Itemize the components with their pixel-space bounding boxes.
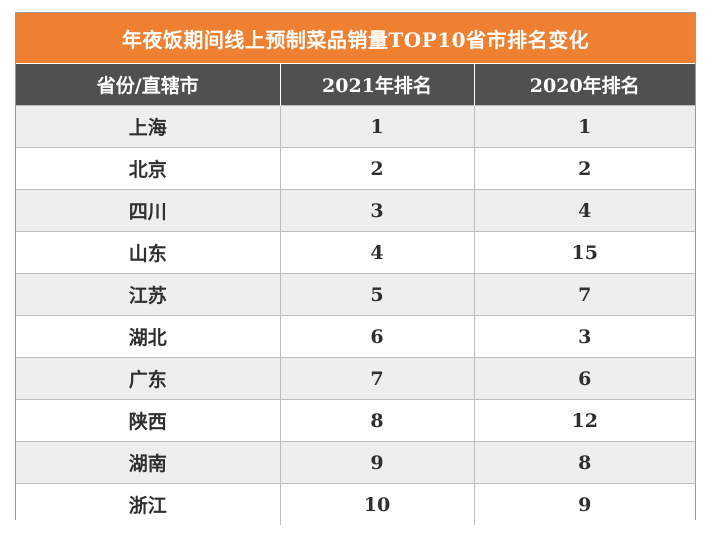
rank-2021-cell: 10 bbox=[280, 483, 475, 525]
ranking-table: 省份/直辖市 2021年排名 2020年排名 上海 1 1 北京 2 2 四川 … bbox=[16, 64, 695, 525]
rank-2021-cell: 7 bbox=[280, 357, 475, 400]
column-header-region: 省份/直辖市 bbox=[16, 64, 281, 106]
region-cell: 湖南 bbox=[16, 441, 281, 484]
rank-2021-cell: 9 bbox=[280, 441, 475, 484]
rank-2021-cell: 8 bbox=[280, 399, 475, 442]
region-cell: 江苏 bbox=[16, 273, 281, 316]
column-header-rank-2020: 2020年排名 bbox=[474, 64, 695, 106]
rank-2021-cell: 2 bbox=[280, 147, 475, 190]
region-cell: 陕西 bbox=[16, 399, 281, 442]
table-title: 年夜饭期间线上预制菜品销量TOP10省市排名变化 bbox=[16, 13, 695, 64]
table-body: 上海 1 1 北京 2 2 四川 3 4 山东 4 15 江苏 5 bbox=[16, 105, 695, 525]
rank-2021-cell: 6 bbox=[280, 315, 475, 358]
rank-2020-cell: 15 bbox=[474, 231, 695, 274]
column-header-rank-2021: 2021年排名 bbox=[280, 64, 475, 106]
rank-2020-cell: 2 bbox=[474, 147, 695, 190]
table-row: 江苏 5 7 bbox=[16, 273, 695, 316]
table-row: 山东 4 15 bbox=[16, 231, 695, 274]
region-cell: 上海 bbox=[16, 105, 281, 148]
rank-2020-cell: 1 bbox=[474, 105, 695, 148]
table-row: 湖北 6 3 bbox=[16, 315, 695, 358]
rank-2020-cell: 4 bbox=[474, 189, 695, 232]
table-row: 广东 7 6 bbox=[16, 357, 695, 400]
rank-2021-cell: 5 bbox=[280, 273, 475, 316]
rank-2020-cell: 8 bbox=[474, 441, 695, 484]
ranking-table-container: 年夜饭期间线上预制菜品销量TOP10省市排名变化 省份/直辖市 2021年排名 … bbox=[15, 12, 696, 525]
rank-2020-cell: 6 bbox=[474, 357, 695, 400]
table-row: 湖南 9 8 bbox=[16, 441, 695, 484]
region-cell: 山东 bbox=[16, 231, 281, 274]
region-cell: 湖北 bbox=[16, 315, 281, 358]
rank-2021-cell: 3 bbox=[280, 189, 475, 232]
region-cell: 四川 bbox=[16, 189, 281, 232]
table-header: 省份/直辖市 2021年排名 2020年排名 bbox=[16, 64, 695, 106]
header-row: 省份/直辖市 2021年排名 2020年排名 bbox=[16, 64, 695, 106]
region-cell: 浙江 bbox=[16, 483, 281, 525]
region-cell: 广东 bbox=[16, 357, 281, 400]
rank-2020-cell: 12 bbox=[474, 399, 695, 442]
rank-2020-cell: 9 bbox=[474, 483, 695, 525]
table-row: 浙江 10 9 bbox=[16, 483, 695, 525]
table-row: 上海 1 1 bbox=[16, 105, 695, 148]
table-row: 陕西 8 12 bbox=[16, 399, 695, 442]
table-row: 北京 2 2 bbox=[16, 147, 695, 190]
region-cell: 北京 bbox=[16, 147, 281, 190]
rank-2021-cell: 1 bbox=[280, 105, 475, 148]
rank-2021-cell: 4 bbox=[280, 231, 475, 274]
table-row: 四川 3 4 bbox=[16, 189, 695, 232]
rank-2020-cell: 3 bbox=[474, 315, 695, 358]
rank-2020-cell: 7 bbox=[474, 273, 695, 316]
